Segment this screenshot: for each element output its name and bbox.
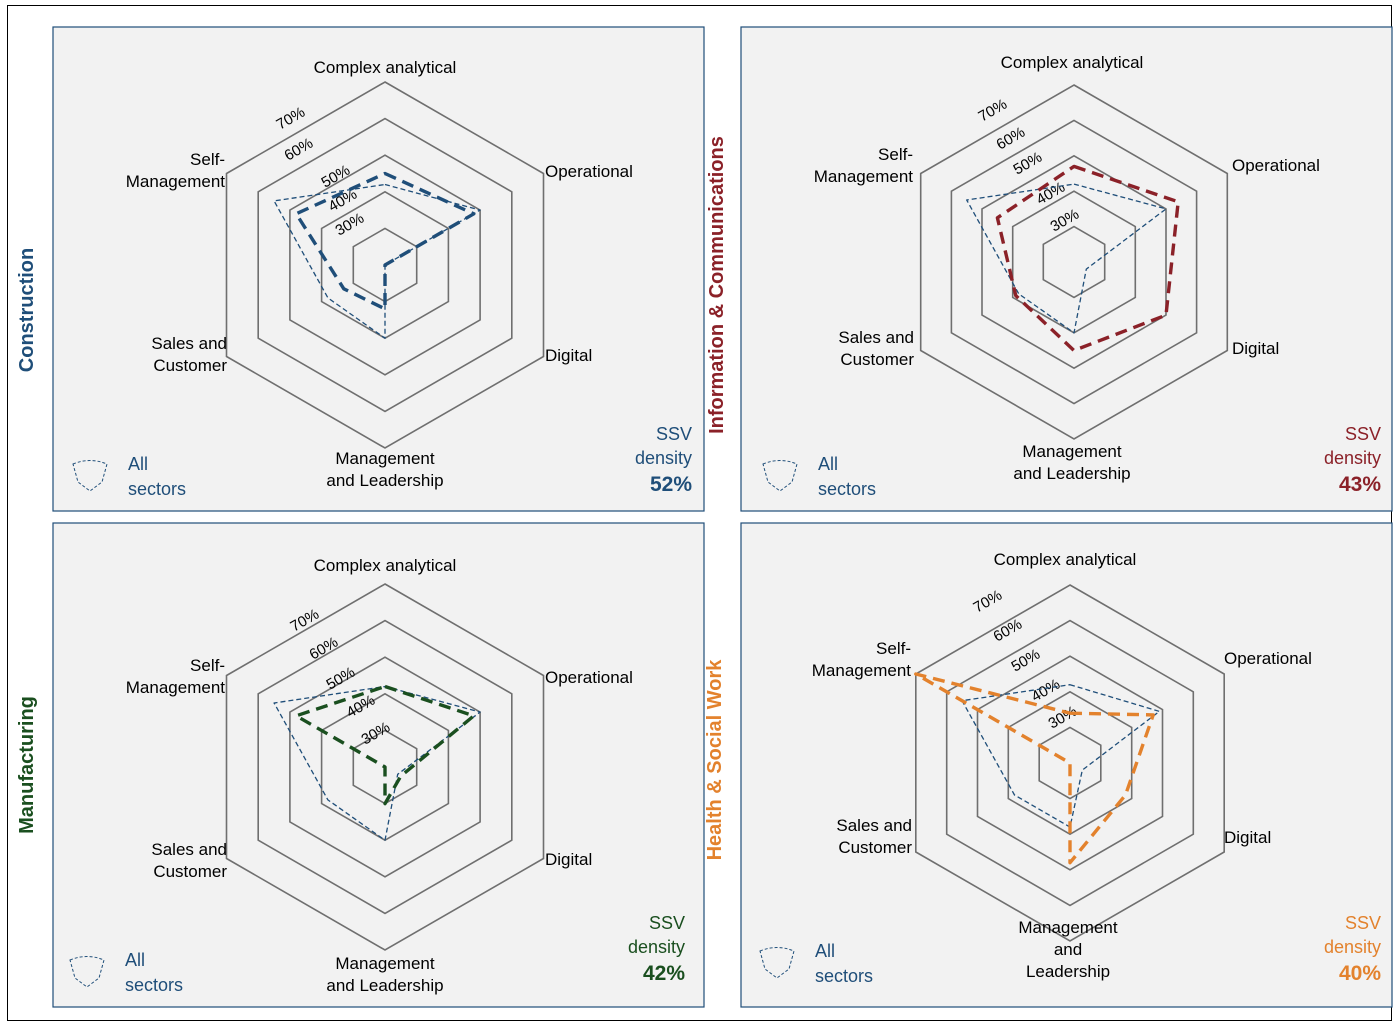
- ssv-label: SSV density: [1324, 913, 1381, 957]
- axis-label: Operational: [1232, 156, 1320, 175]
- series-sector-polygon: [914, 672, 1155, 865]
- axis-label: Management and Leadership: [326, 954, 443, 995]
- series-sector-polygon: [294, 684, 476, 806]
- axis-label: Digital: [1232, 339, 1279, 358]
- axis-label: Sales and Customer: [151, 334, 227, 375]
- axis-label: Self-Management: [814, 145, 914, 186]
- legend-all-sectors-label: All sectors: [125, 950, 183, 995]
- grid-ring-60: [257, 117, 513, 413]
- series-sector-polygon: [294, 171, 476, 311]
- axis-label: Self-Management: [812, 639, 912, 680]
- figure-frame: [7, 5, 1392, 1021]
- axis-label: Management and Leadership: [1018, 918, 1118, 981]
- sector-title: Manufacturing: [16, 696, 38, 834]
- sector-title: Information & Communications: [706, 136, 728, 434]
- panel-background: [740, 26, 1393, 512]
- legend-all-sectors-icon: [72, 460, 108, 492]
- panel-health-social: 30%40%50%60%70%Complex analyticalOperati…: [704, 522, 1393, 1008]
- axis-label: Management and Leadership: [326, 449, 443, 490]
- series-all-sectors-polygon: [273, 183, 481, 339]
- axis-label: Sales and Customer: [838, 328, 914, 369]
- series-all-sectors-polygon: [966, 183, 1167, 334]
- axis-label: Digital: [545, 850, 592, 869]
- ssv-density-value: 40%: [1339, 962, 1381, 985]
- grid-ring-50: [981, 154, 1167, 370]
- axis-label: Operational: [545, 162, 633, 181]
- axis-label: Self-Management: [126, 150, 226, 191]
- panel-construction: 30%40%50%60%70%Complex analyticalOperati…: [16, 26, 705, 512]
- grid-ring-30: [1042, 225, 1106, 299]
- axis-label: Digital: [1224, 828, 1271, 847]
- axis-label: Self-Management: [126, 656, 226, 697]
- series-all-sectors-polygon: [273, 685, 481, 841]
- grid-ring-60: [257, 619, 513, 915]
- axis-label: Operational: [545, 668, 633, 687]
- axis-label: Sales and Customer: [151, 840, 227, 881]
- axis-label: Complex analytical: [314, 556, 457, 575]
- legend-all-sectors-icon: [759, 947, 795, 979]
- ssv-label: SSV density: [1324, 424, 1381, 468]
- ssv-label: SSV density: [635, 424, 692, 468]
- grid-ring-70: [225, 583, 545, 951]
- grid-ring-70: [225, 81, 545, 449]
- axis-label: Complex analytical: [314, 58, 457, 77]
- legend-all-sectors-icon: [69, 956, 105, 988]
- axis-label: Operational: [1224, 649, 1312, 668]
- series-sector-polygon: [995, 164, 1180, 353]
- axis-label: Sales and Customer: [836, 816, 912, 857]
- ssv-density-value: 42%: [643, 962, 685, 985]
- ssv-density-value: 52%: [650, 473, 692, 496]
- grid-ring-60: [950, 119, 1198, 405]
- axis-label: Management and Leadership: [1013, 442, 1130, 483]
- panel-background: [52, 522, 705, 1008]
- ssv-density-value: 43%: [1339, 473, 1381, 496]
- axis-label: Complex analytical: [994, 550, 1137, 569]
- panel-manufacturing: 30%40%50%60%70%Complex analyticalOperati…: [16, 522, 705, 1008]
- legend-all-sectors-label: All sectors: [818, 454, 876, 499]
- panel-background: [52, 26, 705, 512]
- sector-title: Health & Social Work: [704, 659, 726, 861]
- panel-info-comms: 30%40%50%60%70%Complex analyticalOperati…: [706, 26, 1393, 512]
- panel-background: [740, 522, 1393, 1008]
- legend-all-sectors-label: All sectors: [815, 941, 873, 986]
- legend-all-sectors-icon: [762, 460, 798, 492]
- legend-all-sectors-label: All sectors: [128, 454, 186, 499]
- sector-title: Construction: [16, 248, 38, 372]
- axis-label: Digital: [545, 346, 592, 365]
- axis-label: Complex analytical: [1001, 53, 1144, 72]
- ssv-label: SSV density: [628, 913, 685, 957]
- grid-ring-70: [919, 84, 1229, 440]
